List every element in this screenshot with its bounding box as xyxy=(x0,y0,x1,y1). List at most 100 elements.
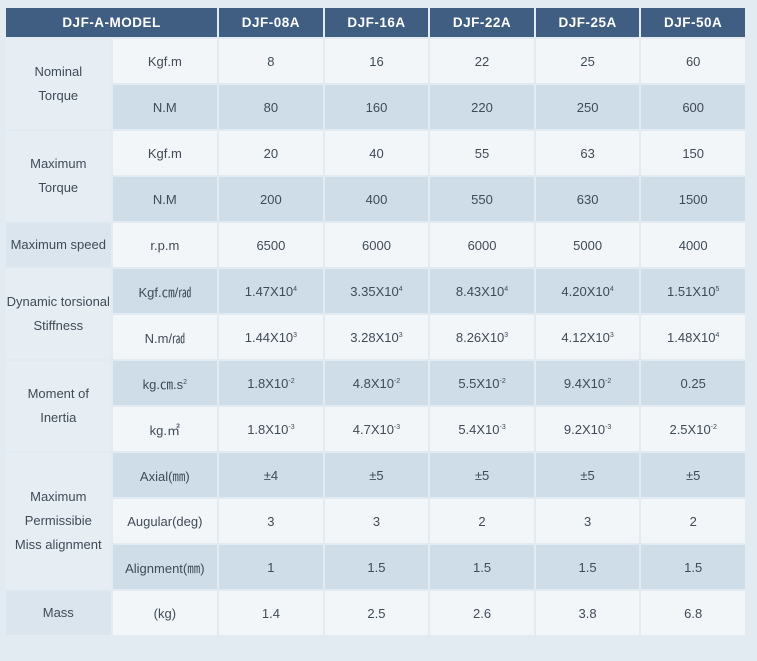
value-cell: 55 xyxy=(430,131,534,175)
value-mantissa: 5.5X10 xyxy=(458,375,500,391)
unit-label: Axial(㎜) xyxy=(139,468,190,484)
value-exponent: 3 xyxy=(609,331,614,339)
property-name-line: Mass xyxy=(42,605,74,620)
value-mantissa: 1.44X10 xyxy=(244,329,294,345)
unit-cell: (kg) xyxy=(112,591,218,635)
value-cell: ±5 xyxy=(430,453,534,497)
property-name-line: Torque xyxy=(38,88,79,103)
value-cell: 6500 xyxy=(219,223,323,267)
value-mantissa: 3.28X10 xyxy=(350,329,399,345)
unit-label: (kg) xyxy=(153,605,177,621)
unit-label: kg.㎝.s xyxy=(142,376,184,392)
value-cell: 80 xyxy=(219,85,323,129)
unit-cell: N.m/㎭ xyxy=(112,315,218,359)
value-cell: 63 xyxy=(535,131,640,175)
value-exponent: 4 xyxy=(398,285,403,293)
value-exponent: 4 xyxy=(504,285,509,293)
value-cell: 3 xyxy=(324,499,429,543)
value-mantissa: 9.2X10 xyxy=(563,421,606,437)
value-cell: 1.5 xyxy=(430,545,534,589)
value-mantissa: 2.5X10 xyxy=(669,421,711,437)
value-cell: 16 xyxy=(324,39,429,83)
value-cell: ±5 xyxy=(535,453,640,497)
table-row: Alignment(㎜) 1 1.5 1.5 1.5 1.5 xyxy=(6,545,745,589)
value-cell: 6000 xyxy=(430,223,534,267)
value-cell: 3.28X103 xyxy=(324,315,429,359)
property-name-line: Stiffness xyxy=(33,318,84,333)
property-name-line: Maximum xyxy=(30,156,87,171)
property-name-cell: Maximum Torque xyxy=(6,131,111,221)
unit-cell: kg.㎡ xyxy=(112,407,218,451)
value-cell: 2 xyxy=(430,499,534,543)
value-exponent: 5 xyxy=(715,285,720,293)
model-column-header: DJF-08A xyxy=(219,8,323,37)
value-exponent: 4 xyxy=(293,285,298,293)
value-cell: 4.8X10-2 xyxy=(324,361,429,405)
value-cell: 8 xyxy=(219,39,323,83)
unit-exponent: 2 xyxy=(183,378,188,386)
table-row: kg.㎡ 1.8X10-3 4.7X10-3 5.4X10-3 9.2X10-3 2.5X… xyxy=(6,407,745,451)
value-exponent: -2 xyxy=(710,423,717,431)
property-name-cell: Maximum speed xyxy=(6,223,111,267)
property-name-cell: Mass xyxy=(6,591,111,635)
property-name-line: Dynamic torsional xyxy=(6,294,110,309)
property-name-line: Torque xyxy=(38,180,79,195)
value-cell: 2.5X10-2 xyxy=(641,407,745,451)
value-cell: 3.35X104 xyxy=(324,269,429,313)
model-column-header: DJF-50A xyxy=(641,8,745,37)
unit-cell: N.M xyxy=(112,177,218,221)
property-name-cell: Maximum Permissibie Miss alignment xyxy=(6,453,111,589)
table-body: Nominal Torque Kgf.m 8 16 22 25 60 N.M 80 160 220 25… xyxy=(6,39,745,635)
value-cell: 150 xyxy=(641,131,745,175)
property-name-line: Miss alignment xyxy=(14,537,102,552)
unit-cell: Kgf.㎝/㎭ xyxy=(112,269,218,313)
value-cell: 5.5X10-2 xyxy=(430,361,534,405)
value-exponent: -2 xyxy=(288,377,295,385)
unit-label: Augular(deg) xyxy=(127,513,203,529)
value-cell: 1.44X103 xyxy=(219,315,323,359)
value-cell: 2.5 xyxy=(324,591,429,635)
value-cell: 5000 xyxy=(535,223,640,267)
table-row: Maximum speed r.p.m 6500 6000 6000 5000 4000 xyxy=(6,223,745,267)
unit-cell: r.p.m xyxy=(112,223,218,267)
value-cell: 550 xyxy=(430,177,534,221)
value-mantissa: 4.8X10 xyxy=(352,375,394,391)
value-cell: 9.2X10-3 xyxy=(535,407,640,451)
value-mantissa: 4.7X10 xyxy=(352,421,394,437)
unit-label: Alignment(㎜) xyxy=(125,560,205,576)
value-cell: 1.8X10-2 xyxy=(219,361,323,405)
value-exponent: 4 xyxy=(715,331,720,339)
value-cell: 1.5 xyxy=(535,545,640,589)
value-cell: 160 xyxy=(324,85,429,129)
property-name-cell: Moment of Inertia xyxy=(6,361,111,451)
value-exponent: -3 xyxy=(393,423,401,431)
value-cell: 6.8 xyxy=(641,591,745,635)
value-exponent: -2 xyxy=(499,377,506,385)
value-cell: 1.8X10-3 xyxy=(219,407,323,451)
value-cell: 4.12X103 xyxy=(535,315,640,359)
unit-label: Kgf.m xyxy=(147,145,182,161)
model-column-header: DJF-25A xyxy=(535,8,640,37)
value-cell: 40 xyxy=(324,131,429,175)
property-name-line: Inertia xyxy=(40,410,77,425)
value-cell: 3.8 xyxy=(535,591,640,635)
value-mantissa: 4.20X10 xyxy=(561,283,610,299)
value-cell: 25 xyxy=(535,39,640,83)
property-name-line: Permissibie xyxy=(24,513,92,528)
value-cell: 200 xyxy=(219,177,323,221)
table-row: Nominal Torque Kgf.m 8 16 22 25 60 xyxy=(6,39,745,129)
value-cell: 220 xyxy=(430,85,534,129)
property-name-cell: Dynamic torsional Stiffness xyxy=(6,269,111,359)
value-cell: 2.6 xyxy=(430,591,534,635)
header-row: DJF-A-MODEL DJF-08A DJF-16A DJF-22A DJF-… xyxy=(6,8,745,37)
value-cell: 1.48X104 xyxy=(641,315,745,359)
value-cell: 20 xyxy=(219,131,323,175)
table-row: Maximum Torque Kgf.m 20 40 55 63 150 xyxy=(6,131,745,221)
value-cell: 4.7X10-3 xyxy=(324,407,429,451)
property-name-line: Maximum xyxy=(30,489,87,504)
value-cell: 1 xyxy=(219,545,323,589)
value-cell: 1500 xyxy=(641,177,745,221)
unit-cell: Augular(deg) xyxy=(112,499,218,543)
value-cell: 4.20X104 xyxy=(535,269,640,313)
table-row: N.m/㎭ 1.44X103 3.28X103 8.26X103 4.12X103 1.4… xyxy=(6,315,745,359)
